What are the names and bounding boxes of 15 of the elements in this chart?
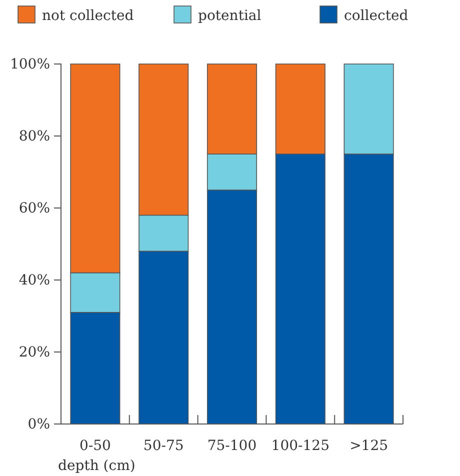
y-tick-label: 40% [18, 272, 50, 288]
x-tick-label: 75-100 [207, 438, 257, 454]
x-tick-label: 50-75 [143, 438, 184, 454]
y-tick-label: 60% [18, 200, 50, 216]
legend-label: potential [198, 8, 262, 24]
y-tick-label: 0% [28, 416, 50, 432]
legend-label: not collected [42, 8, 134, 24]
y-tick-label: 100% [10, 56, 50, 72]
y-tick-label: 80% [18, 128, 50, 144]
x-tick-label: >125 [350, 438, 388, 454]
x-tick-label: 100-125 [271, 438, 330, 454]
x-axis-title: depth (cm) [58, 458, 136, 474]
y-tick-label: 20% [18, 344, 50, 360]
x-tick-label: 0-50 [79, 438, 111, 454]
legend-label: collected [344, 8, 408, 24]
